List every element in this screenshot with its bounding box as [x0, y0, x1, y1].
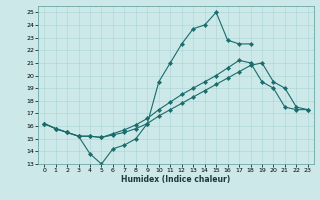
- X-axis label: Humidex (Indice chaleur): Humidex (Indice chaleur): [121, 175, 231, 184]
